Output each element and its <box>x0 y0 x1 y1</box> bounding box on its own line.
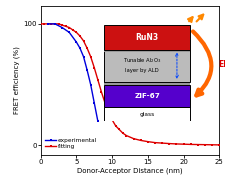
experimental <box>75 41 77 43</box>
fitting <box>71 29 74 31</box>
fitting <box>103 102 106 104</box>
fitting <box>203 143 205 146</box>
fitting <box>217 144 220 146</box>
fitting <box>153 141 156 144</box>
FancyBboxPatch shape <box>104 50 189 82</box>
fitting <box>96 79 99 81</box>
fitting <box>78 35 81 37</box>
fitting <box>40 23 43 25</box>
fitting <box>75 31 77 33</box>
FancyBboxPatch shape <box>104 82 189 85</box>
fitting <box>110 119 113 121</box>
fitting <box>121 132 124 134</box>
fitting <box>146 140 148 143</box>
fitting <box>46 23 49 25</box>
FancyBboxPatch shape <box>104 85 189 107</box>
fitting <box>89 56 92 58</box>
fitting <box>68 26 70 29</box>
FancyBboxPatch shape <box>104 50 189 52</box>
fitting <box>92 67 95 69</box>
FancyBboxPatch shape <box>104 25 189 50</box>
fitting <box>139 139 141 142</box>
fitting <box>57 23 60 25</box>
fitting <box>181 143 184 145</box>
experimental <box>53 23 56 25</box>
Y-axis label: FRET efficiency (%): FRET efficiency (%) <box>14 46 20 114</box>
Text: glass: glass <box>139 112 154 117</box>
Text: ENT: ENT <box>217 60 225 69</box>
fitting <box>132 137 134 140</box>
experimental <box>61 26 63 29</box>
fitting <box>61 24 63 26</box>
fitting <box>114 125 117 127</box>
fitting <box>82 40 85 42</box>
experimental <box>96 120 99 122</box>
fitting <box>85 47 88 49</box>
fitting <box>124 134 127 137</box>
experimental <box>92 102 95 104</box>
Text: ZIF-67: ZIF-67 <box>134 93 159 99</box>
fitting <box>210 144 212 146</box>
fitting <box>160 142 163 144</box>
fitting <box>100 91 102 93</box>
experimental <box>46 23 49 25</box>
fitting <box>50 23 52 25</box>
experimental <box>82 56 85 58</box>
Text: Tunable Al$_2$O$_3$: Tunable Al$_2$O$_3$ <box>122 56 160 65</box>
X-axis label: Donor-Acceptor Distance (nm): Donor-Acceptor Distance (nm) <box>77 168 182 174</box>
fitting <box>117 128 120 131</box>
Text: RuN3: RuN3 <box>135 33 158 42</box>
fitting <box>196 143 198 146</box>
FancyArrowPatch shape <box>192 31 210 95</box>
fitting <box>189 143 191 146</box>
experimental <box>68 31 70 33</box>
Line: fitting: fitting <box>40 22 220 146</box>
FancyBboxPatch shape <box>104 107 189 121</box>
fitting <box>43 23 45 25</box>
fitting <box>64 25 67 27</box>
fitting <box>107 111 109 114</box>
experimental <box>89 83 92 86</box>
Text: layer by ALD: layer by ALD <box>125 68 158 73</box>
fitting <box>53 23 56 25</box>
experimental <box>78 47 81 49</box>
experimental <box>85 69 88 71</box>
Line: experimental: experimental <box>46 22 99 122</box>
fitting <box>174 143 177 145</box>
fitting <box>167 143 170 145</box>
Legend: experimental, fitting: experimental, fitting <box>45 138 97 149</box>
